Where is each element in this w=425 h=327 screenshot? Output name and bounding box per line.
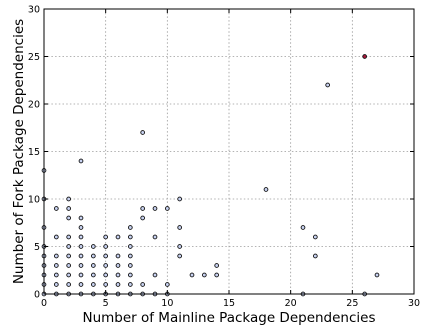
data-points bbox=[41, 54, 380, 297]
data-point bbox=[127, 272, 133, 278]
data-point bbox=[78, 263, 84, 268]
data-point bbox=[127, 234, 133, 240]
data-point bbox=[53, 253, 59, 259]
data-point bbox=[78, 282, 84, 287]
data-point bbox=[201, 272, 207, 278]
data-point bbox=[66, 263, 72, 268]
data-point bbox=[115, 282, 121, 287]
data-point bbox=[66, 253, 72, 259]
data-point bbox=[53, 234, 59, 240]
data-point bbox=[78, 253, 84, 259]
data-point bbox=[177, 253, 183, 259]
data-point bbox=[164, 206, 170, 211]
data-point bbox=[115, 234, 121, 240]
data-point bbox=[140, 282, 146, 287]
y-tick-label: 0 bbox=[34, 290, 40, 301]
data-point bbox=[140, 130, 146, 135]
data-point bbox=[115, 263, 121, 268]
data-point bbox=[103, 282, 109, 287]
data-point bbox=[90, 272, 96, 278]
data-point bbox=[66, 244, 72, 249]
data-point bbox=[325, 82, 331, 88]
data-point bbox=[90, 244, 96, 249]
data-point bbox=[164, 282, 170, 287]
y-tick-label: 25 bbox=[28, 52, 40, 63]
data-point bbox=[374, 272, 380, 278]
data-point bbox=[66, 206, 72, 211]
data-point bbox=[300, 225, 306, 230]
data-point bbox=[127, 263, 133, 268]
data-point bbox=[177, 225, 183, 230]
data-point bbox=[312, 234, 318, 240]
x-tick-label: 30 bbox=[408, 298, 420, 309]
data-point bbox=[214, 272, 220, 278]
x-tick-label: 15 bbox=[223, 298, 235, 309]
x-tick-label: 10 bbox=[161, 298, 173, 309]
y-tick-label: 10 bbox=[28, 195, 40, 206]
data-point bbox=[53, 272, 59, 278]
x-tick-label: 5 bbox=[103, 298, 109, 309]
data-point bbox=[127, 282, 133, 287]
data-point bbox=[263, 187, 269, 192]
y-tick-label: 20 bbox=[28, 100, 40, 111]
data-point bbox=[127, 244, 133, 249]
axis-ticks: 0 5 10 15 20 25 30 0 5 10 15 20 25 30 bbox=[28, 5, 420, 310]
data-point bbox=[115, 272, 121, 278]
data-point bbox=[66, 215, 72, 221]
x-tick-label: 25 bbox=[346, 298, 358, 309]
data-point bbox=[152, 234, 158, 240]
data-point bbox=[90, 263, 96, 268]
data-point bbox=[78, 272, 84, 278]
data-point bbox=[152, 272, 158, 278]
data-point bbox=[66, 234, 72, 240]
data-point bbox=[177, 196, 183, 202]
data-point bbox=[66, 282, 72, 287]
data-point bbox=[78, 158, 84, 164]
y-tick-label: 30 bbox=[28, 5, 40, 16]
data-point bbox=[66, 272, 72, 278]
y-tick-label: 15 bbox=[28, 147, 40, 158]
data-point bbox=[177, 244, 183, 249]
data-point bbox=[127, 225, 133, 230]
data-point bbox=[53, 206, 59, 211]
data-point bbox=[78, 234, 84, 240]
x-axis-label: Number of Mainline Package Dependencies bbox=[82, 310, 375, 326]
data-point bbox=[78, 215, 84, 221]
data-point bbox=[140, 206, 146, 211]
x-tick-label: 20 bbox=[285, 298, 297, 309]
data-point bbox=[115, 253, 121, 259]
data-point bbox=[189, 272, 195, 278]
grid-lines bbox=[44, 9, 414, 294]
data-point bbox=[103, 263, 109, 268]
data-point bbox=[103, 234, 109, 240]
data-point bbox=[90, 282, 96, 287]
data-point bbox=[103, 244, 109, 249]
data-point bbox=[78, 244, 84, 249]
data-point bbox=[78, 225, 84, 230]
data-point bbox=[312, 253, 318, 259]
data-point bbox=[66, 196, 72, 202]
data-point bbox=[140, 215, 146, 221]
y-axis-label: Number of Fork Package Dependencies bbox=[11, 19, 27, 284]
data-point bbox=[53, 263, 59, 268]
data-point bbox=[90, 253, 96, 259]
data-point bbox=[103, 253, 109, 259]
x-tick-label: 0 bbox=[41, 298, 47, 309]
data-point bbox=[103, 272, 109, 278]
data-point bbox=[127, 253, 133, 259]
data-point bbox=[53, 282, 59, 287]
y-tick-label: 5 bbox=[34, 242, 40, 253]
data-point bbox=[214, 263, 220, 268]
data-point bbox=[362, 54, 368, 59]
data-point bbox=[152, 206, 158, 211]
